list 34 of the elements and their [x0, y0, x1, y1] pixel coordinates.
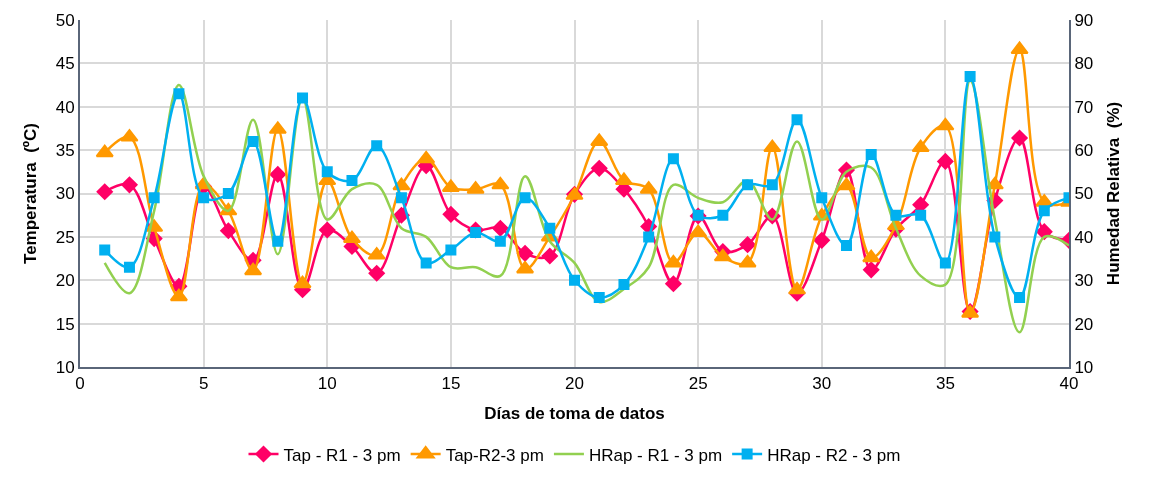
- x-tick-label: 25: [688, 374, 708, 394]
- y-tick-label: 40: [55, 97, 75, 117]
- y2-tick-label: 70: [1074, 97, 1094, 117]
- y-tick-label: 20: [55, 271, 75, 291]
- y-axis-title: Temperatura (ºC): [20, 123, 40, 264]
- x-tick-label: 30: [812, 374, 832, 394]
- y-tick-label: 25: [55, 227, 75, 247]
- y-tick-label: 10: [55, 357, 75, 377]
- legend-label: Tap - R1 - 3 pm: [283, 445, 401, 465]
- y2-tick-label: 30: [1074, 271, 1094, 291]
- x-tick-label: 0: [75, 374, 85, 394]
- x-tick-label: 10: [317, 374, 337, 394]
- x-axis-title: Días de toma de datos: [484, 404, 665, 424]
- x-tick-label: 15: [441, 374, 461, 394]
- y-tick-label: 50: [55, 10, 75, 30]
- y2-tick-label: 50: [1074, 184, 1094, 204]
- y2-axis-title: Humedad Relativa (%): [1104, 101, 1124, 286]
- x-tick-label: 5: [198, 374, 209, 394]
- y2-tick-label: 40: [1074, 227, 1094, 247]
- legend-label: HRap - R2 - 3 pm: [767, 445, 901, 465]
- y2-tick-label: 20: [1074, 314, 1094, 334]
- legend-label: HRap - R1 - 3 pm: [588, 445, 723, 465]
- y-tick-label: 45: [55, 54, 75, 74]
- y2-tick-label: 80: [1074, 54, 1094, 74]
- x-tick-label: 20: [565, 374, 584, 394]
- x-tick-label: 40: [1059, 374, 1079, 394]
- y2-tick-label: 60: [1074, 141, 1094, 161]
- y-tick-label: 15: [55, 314, 75, 334]
- y-tick-label: 35: [55, 141, 75, 161]
- y-tick-label: 30: [55, 184, 75, 204]
- legend-label: Tap-R2-3 pm: [445, 445, 544, 465]
- y2-tick-label: 10: [1074, 357, 1094, 377]
- y2-tick-label: 90: [1074, 10, 1094, 30]
- x-tick-label: 35: [935, 374, 955, 394]
